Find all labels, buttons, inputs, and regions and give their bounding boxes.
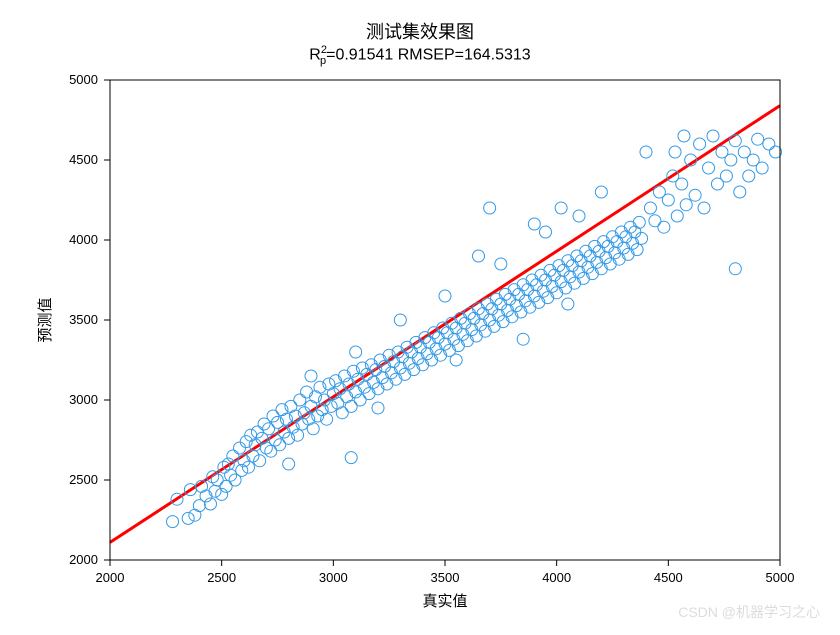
y-tick-label: 5000 [69, 72, 98, 87]
y-tick-label: 2500 [69, 472, 98, 487]
x-tick-label: 2500 [207, 570, 236, 585]
y-tick-label: 4500 [69, 152, 98, 167]
y-tick-label: 3000 [69, 392, 98, 407]
plot-area: 2000 2500 3000 3500 4000 4500 5000 2000 2500 3000… [0, 0, 840, 630]
y-tick-label: 2000 [69, 552, 98, 567]
y-tick-label: 3500 [69, 312, 98, 327]
x-tick-label: 4500 [654, 570, 683, 585]
y-axis-label: 预测值 [37, 297, 54, 342]
x-tick-label: 3000 [319, 570, 348, 585]
x-tick-label: 3500 [431, 570, 460, 585]
x-axis-label: 真实值 [422, 592, 467, 610]
chart-title-sub: R2p=0.91541 RMSEP=164.5313 [0, 44, 840, 67]
x-tick-label: 4000 [542, 570, 571, 585]
chart-title-main: 测试集效果图 [0, 18, 840, 44]
r2-rest: =0.91541 RMSEP=164.5313 [326, 46, 531, 63]
watermark: CSDN @机器学习之心 [678, 602, 820, 622]
x-tick-label: 5000 [766, 570, 795, 585]
scatter-chart: 测试集效果图 R2p=0.91541 RMSEP=164.5313 2000 25… [0, 0, 840, 630]
x-tick-label: 2000 [96, 570, 125, 585]
y-tick-label: 4000 [69, 232, 98, 247]
